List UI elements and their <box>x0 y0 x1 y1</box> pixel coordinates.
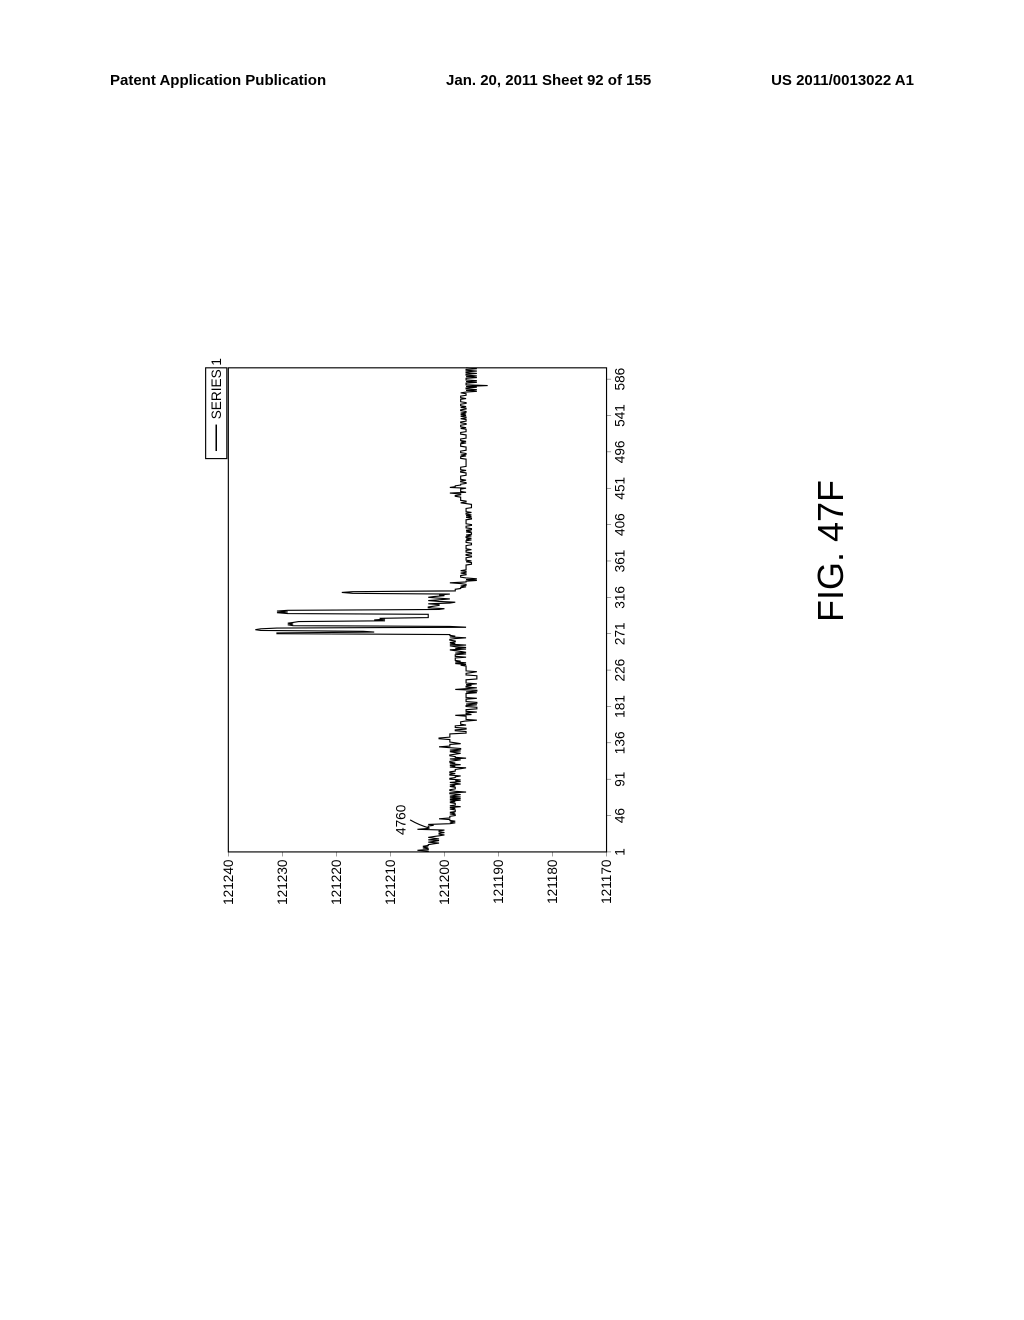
svg-text:136: 136 <box>613 731 628 754</box>
svg-text:406: 406 <box>613 513 628 536</box>
svg-text:451: 451 <box>613 477 628 500</box>
annotation-leader-line <box>410 820 430 828</box>
series1-line <box>255 368 487 852</box>
chart-container: 121170 121180 121190 121200 121210 121220 1212… <box>40 330 810 920</box>
line-chart: 121170 121180 121190 121200 121210 121220 1212… <box>40 330 810 920</box>
annotation-4760: 4760 <box>394 804 430 835</box>
svg-text:226: 226 <box>613 659 628 682</box>
svg-text:1: 1 <box>613 848 628 856</box>
annotation-label: 4760 <box>394 804 409 835</box>
svg-text:121210: 121210 <box>383 859 398 905</box>
legend-label: SERIES 1 <box>209 358 224 419</box>
header-right: US 2011/0013022 A1 <box>771 72 914 89</box>
svg-text:361: 361 <box>613 550 628 573</box>
svg-text:586: 586 <box>613 368 628 391</box>
svg-text:121200: 121200 <box>437 859 452 905</box>
legend: SERIES 1 <box>206 358 227 459</box>
header-center: Jan. 20, 2011 Sheet 92 of 155 <box>446 72 651 89</box>
svg-text:121170: 121170 <box>599 859 614 904</box>
page-header: Patent Application Publication Jan. 20, … <box>0 72 1024 89</box>
x-axis: 1 46 91 136 181 226 271 316 361 406 451 496 541 586 <box>607 368 628 856</box>
svg-text:121190: 121190 <box>491 859 506 904</box>
svg-text:541: 541 <box>613 404 628 427</box>
header-left: Patent Application Publication <box>110 72 326 89</box>
y-axis: 121170 121180 121190 121200 121210 121220 1212… <box>221 852 614 905</box>
figure-caption: FIG. 47F <box>810 480 852 622</box>
svg-text:121180: 121180 <box>545 859 560 904</box>
svg-text:121220: 121220 <box>329 859 344 905</box>
svg-text:316: 316 <box>613 586 628 609</box>
svg-text:121240: 121240 <box>221 859 236 905</box>
svg-text:271: 271 <box>613 622 628 645</box>
svg-text:496: 496 <box>613 441 628 464</box>
svg-text:121230: 121230 <box>275 859 290 905</box>
svg-text:46: 46 <box>613 808 628 823</box>
svg-text:181: 181 <box>613 695 628 718</box>
svg-text:91: 91 <box>613 772 628 787</box>
